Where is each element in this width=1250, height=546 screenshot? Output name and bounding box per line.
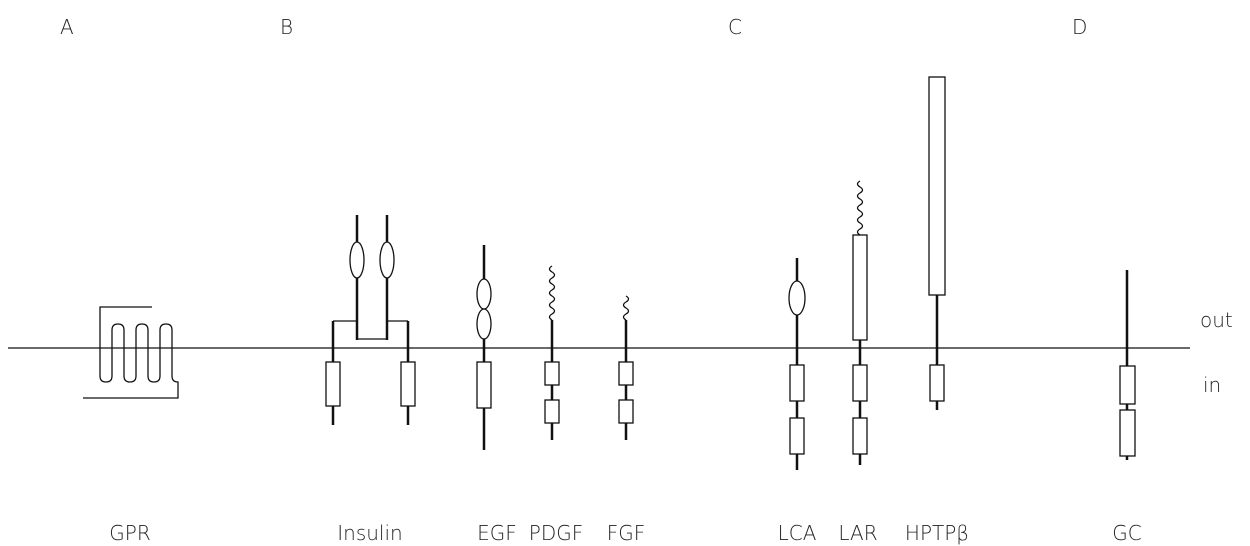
receptor-label: LCA	[778, 521, 817, 545]
receptor-label: FGF	[607, 521, 646, 545]
insulin-receptor	[325, 215, 416, 425]
gpr-shape	[83, 306, 179, 399]
receptor-label: HPTPβ	[905, 521, 969, 545]
receptor-label: GC	[1112, 521, 1141, 545]
hptpb-receptor	[928, 76, 946, 410]
fgf-receptor	[618, 295, 634, 440]
receptor-label: EGF	[477, 521, 517, 545]
panel-label: B	[280, 15, 293, 39]
receptor-label: GPR	[109, 521, 150, 545]
lar-receptor	[852, 180, 868, 465]
side-label: out	[1200, 308, 1233, 332]
panel-label: A	[60, 15, 74, 39]
panel-label: D	[1072, 15, 1087, 39]
receptor-label: LAR	[838, 521, 877, 545]
receptor-label: PDGF	[529, 521, 583, 545]
side-label: in	[1203, 373, 1221, 397]
gc-receptor	[1119, 270, 1136, 460]
lca-receptor	[788, 258, 806, 470]
receptor-label: Insulin	[337, 521, 402, 545]
panel-label: C	[728, 15, 742, 39]
egf-receptor	[476, 245, 492, 450]
pdgf-receptor	[544, 265, 560, 440]
